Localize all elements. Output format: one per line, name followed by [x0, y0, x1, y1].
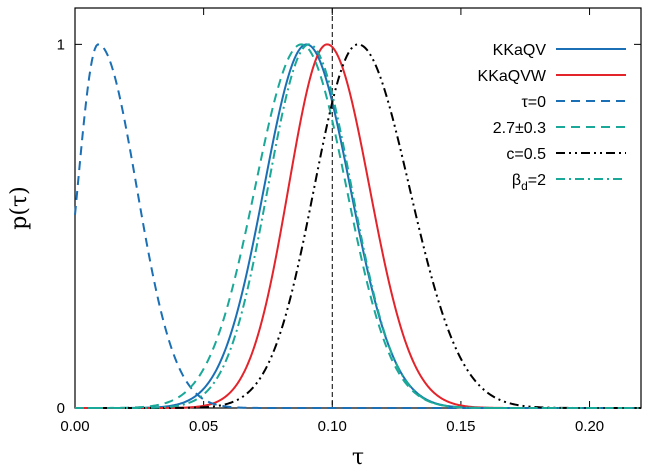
series-line-2 — [74, 43, 641, 409]
axis-tick-labels: 0.00 0.05 0.10 0.15 0.20 0 1 — [57, 36, 604, 435]
legend: KKaQV KKaQVW τ=0 2.7±0.3 c=0.5 βd=2 — [478, 42, 626, 193]
y-tick-label: 0 — [57, 400, 65, 417]
legend-label-0: KKaQV — [493, 42, 547, 59]
x-tick-label: 0.05 — [189, 418, 218, 435]
legend-label-5: βd=2 — [512, 172, 546, 193]
series-line-4 — [75, 43, 641, 409]
plot-frame — [74, 7, 642, 409]
series-group — [74, 43, 641, 409]
x-tick-label: 0.15 — [446, 418, 475, 435]
y-tick-label: 1 — [57, 36, 65, 53]
x-tick-label: 0.10 — [318, 418, 347, 435]
axis-ticks — [74, 8, 641, 409]
x-axis-label: τ — [352, 445, 364, 470]
y-axis-label: p(τ) — [7, 186, 32, 229]
series-line-3 — [75, 43, 641, 409]
x-tick-label: 0.00 — [60, 418, 89, 435]
legend-label-2: τ=0 — [521, 94, 546, 111]
legend-label-4: c=0.5 — [506, 146, 546, 163]
legend-label-3: 2.7±0.3 — [493, 120, 546, 137]
series-line-5 — [75, 43, 641, 409]
legend-label-1: KKaQVW — [478, 68, 547, 85]
series-line-0 — [75, 43, 641, 409]
x-tick-label: 0.20 — [575, 418, 604, 435]
